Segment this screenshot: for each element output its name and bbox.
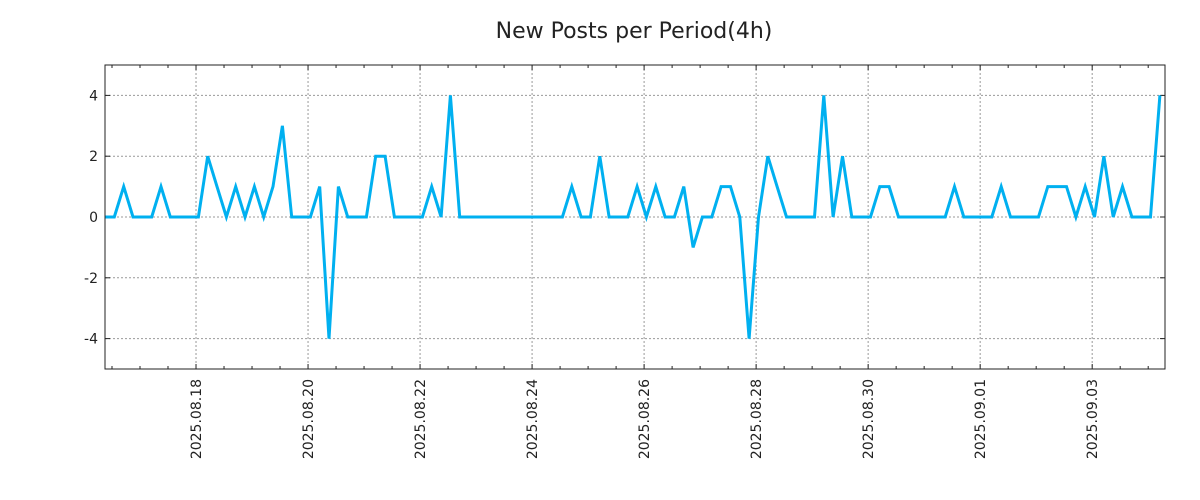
chart-title: New Posts per Period(4h) bbox=[496, 19, 773, 44]
x-tick-label: 2025.08.26 bbox=[637, 379, 653, 459]
x-tick-label: 2025.08.20 bbox=[301, 379, 317, 459]
series bbox=[104, 95, 1162, 339]
plot-frame bbox=[104, 64, 1166, 370]
x-tick-label: 2025.08.28 bbox=[749, 379, 765, 459]
series-line bbox=[105, 95, 1162, 339]
x-tick-label: 2025.08.30 bbox=[861, 379, 877, 459]
x-tick-label: 2025.09.03 bbox=[1085, 379, 1101, 459]
x-tick-label: 2025.09.01 bbox=[973, 379, 989, 459]
y-tick-label: 0 bbox=[89, 210, 98, 226]
x-tick-label: 2025.08.22 bbox=[413, 379, 429, 459]
ticks: 2025.08.18 2025.08.20 2025.08.22 2025.08.24… bbox=[84, 65, 1165, 459]
y-tick-label: 4 bbox=[89, 88, 98, 104]
y-tick-label: -4 bbox=[84, 332, 98, 348]
y-tick-label: -2 bbox=[84, 271, 98, 287]
x-tick-label: 2025.08.24 bbox=[525, 379, 541, 459]
x-tick-label: 2025.08.18 bbox=[189, 379, 205, 459]
y-tick-label: 2 bbox=[89, 149, 98, 165]
